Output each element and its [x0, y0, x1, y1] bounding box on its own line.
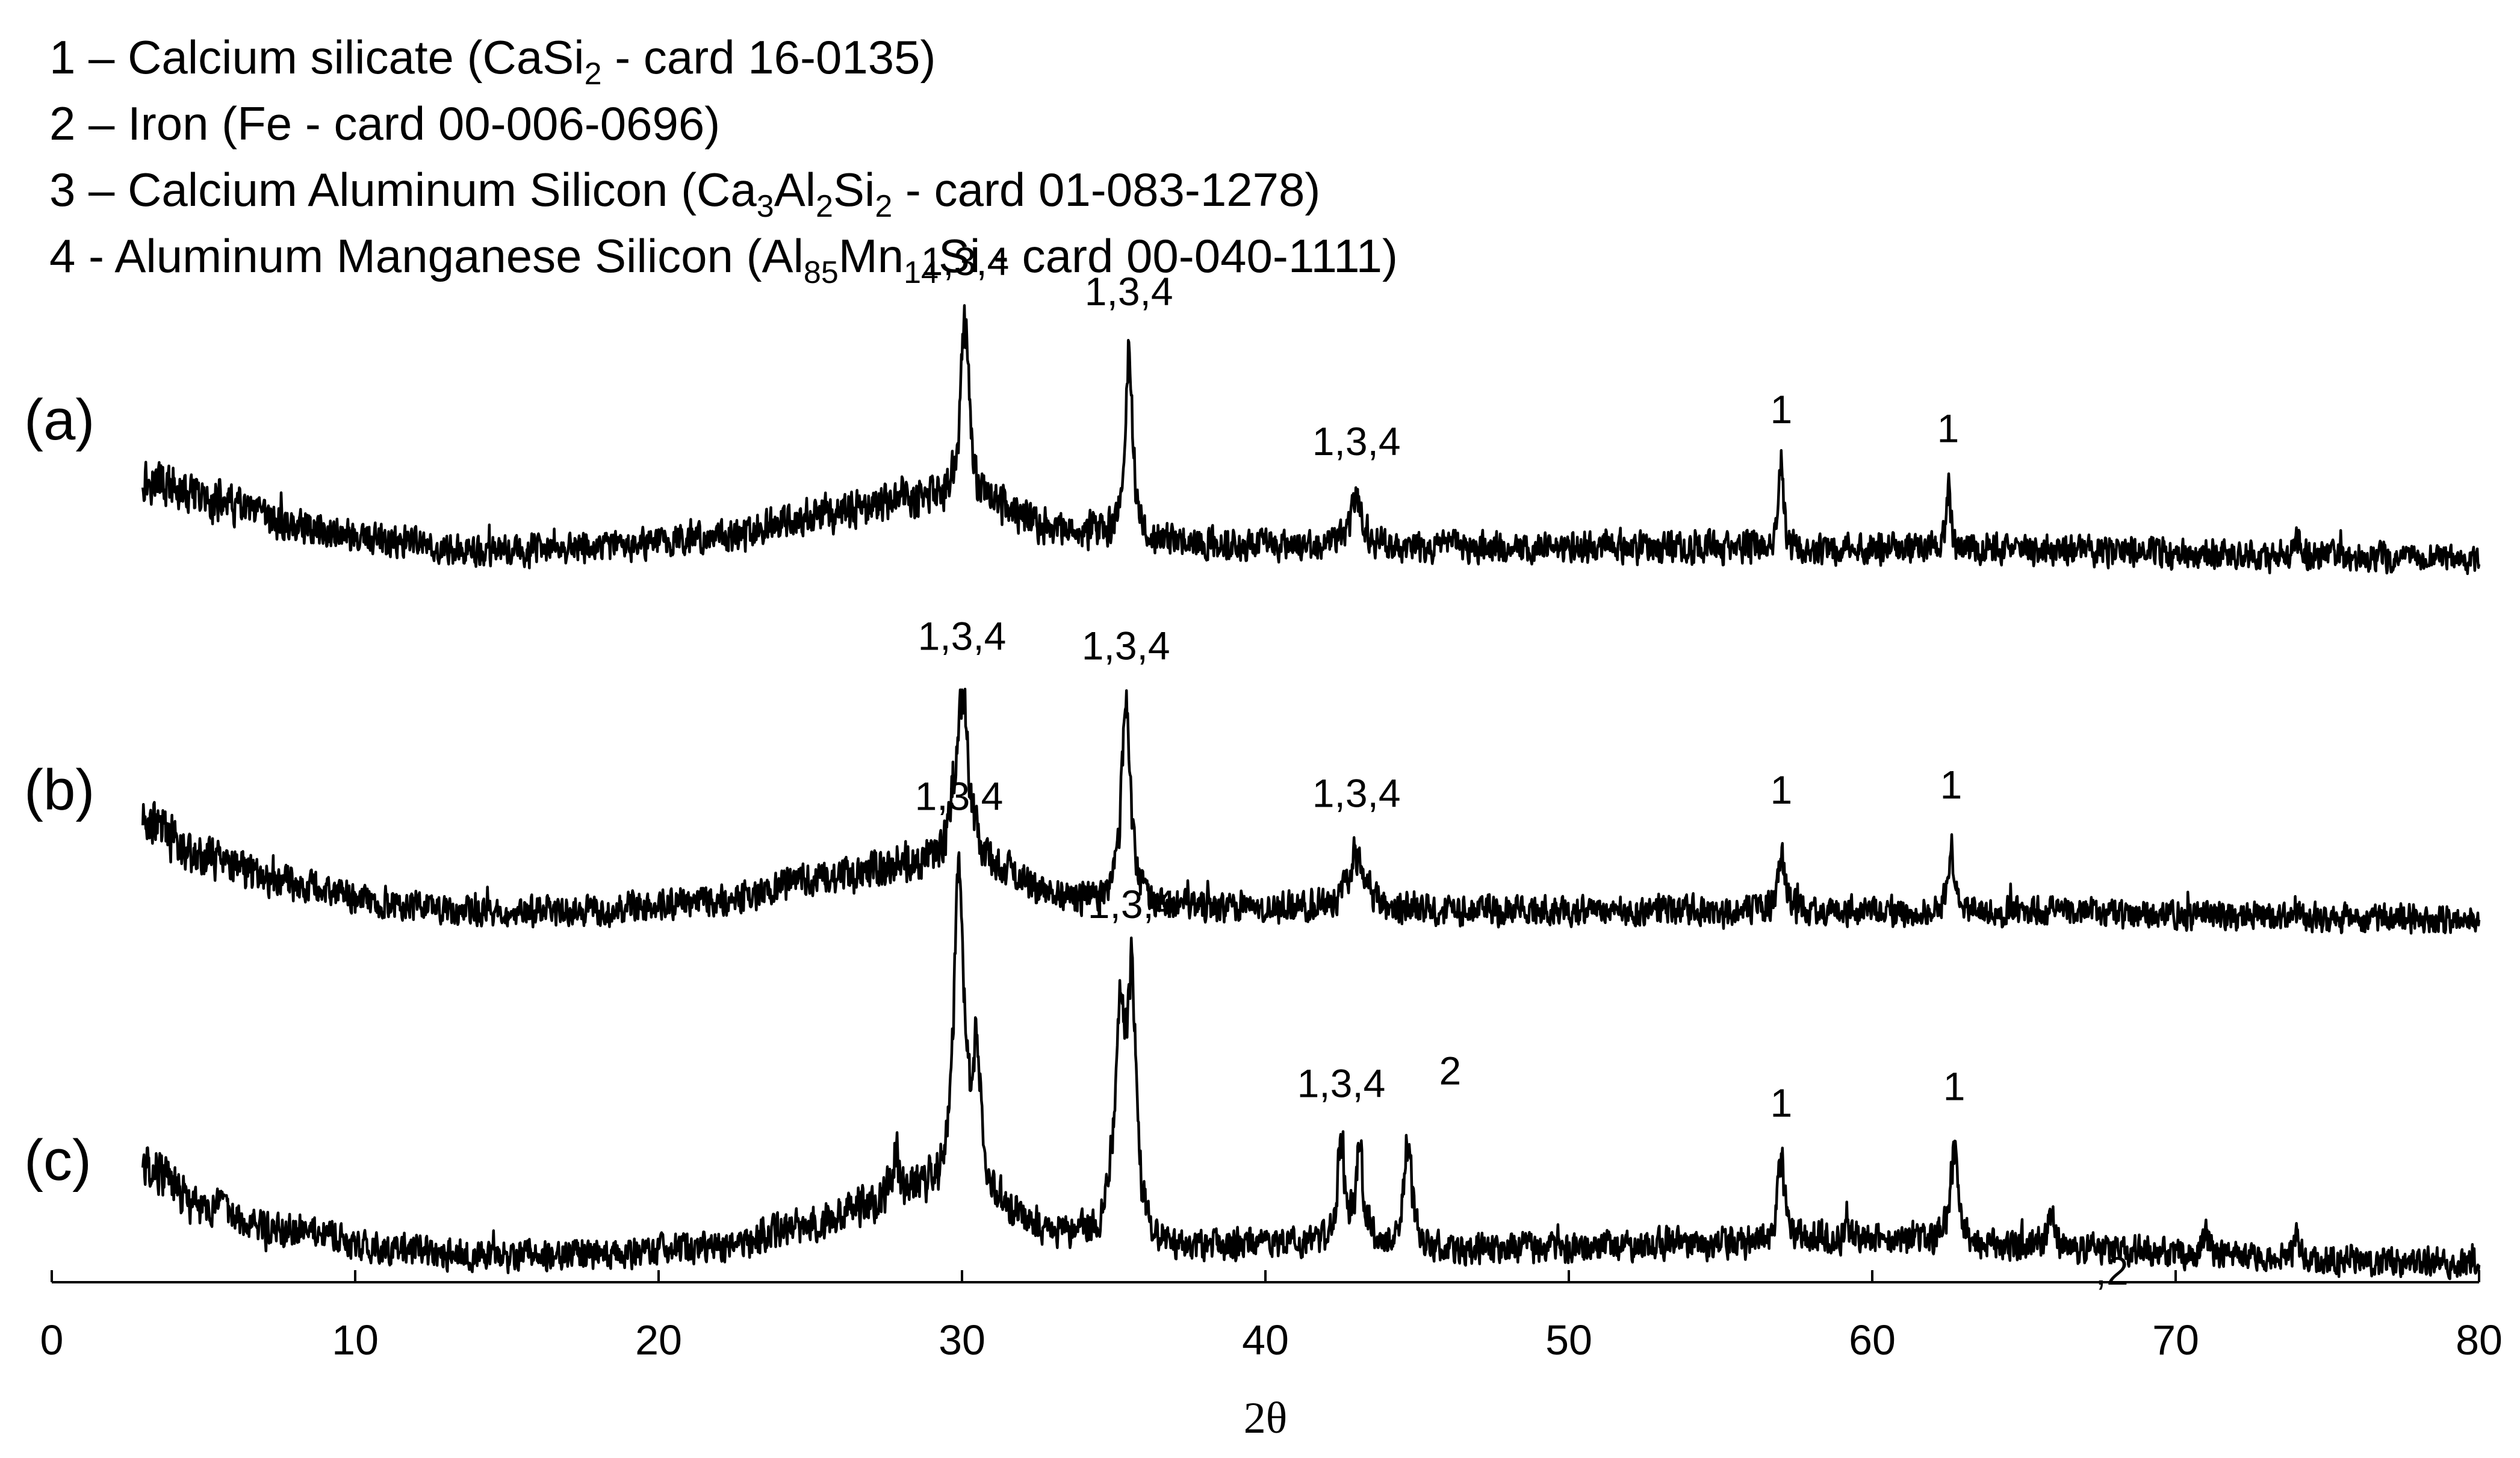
- x-tick-label-4: 40: [1242, 1317, 1289, 1363]
- x-tick-label-5: 50: [1545, 1317, 1592, 1363]
- peak-label-2-5: 1,3,4: [1297, 1061, 1386, 1105]
- peak-label-0-0: 1,3,4: [921, 239, 1010, 284]
- panel-label-2: (c): [24, 1128, 92, 1193]
- peak-label-1-4: 1: [1940, 763, 1963, 807]
- panel-label-1: (b): [24, 758, 95, 822]
- legend-entry-3: 3 – Calcium Aluminum Silicon (Ca3Al2Si2 …: [49, 163, 1320, 224]
- peak-labels: 1,3,4 1,3,4 1,3,4 1 1 1,3,4 1,3,4 1,3,4 1 1 1,3,4 1…: [915, 239, 2129, 1293]
- peak-label-2-8: 1: [1770, 1081, 1792, 1125]
- trace-1: [141, 687, 2481, 935]
- legend-entry-2: 2 – Iron (Fe - card 00-006-0696): [49, 97, 720, 150]
- x-tick-label-6: 60: [1849, 1317, 1896, 1363]
- x-axis-title: 2θ: [1244, 1394, 1287, 1443]
- x-ticks: 0 10 20 30 40 50 60 70 80: [40, 1270, 2503, 1363]
- peak-label-1-1: 1,3,4: [1082, 624, 1170, 668]
- peak-label-2-9: 1: [1943, 1064, 1966, 1109]
- peak-label-1-0: 1,3,4: [918, 614, 1007, 659]
- peak-label-2-7: 2: [1439, 1049, 1462, 1093]
- legend-entry-4: 4 - Aluminum Manganese Silicon (Al85Mn14…: [49, 229, 1398, 290]
- peak-label-0-4: 1: [1937, 406, 1960, 450]
- peak-label-1-2: 1,3,4: [1312, 771, 1401, 816]
- x-tick-label-7: 70: [2152, 1317, 2199, 1363]
- peak-label-0-1: 1,3,4: [1085, 269, 1173, 314]
- phase-legend: 1 – Calcium silicate (CaSi2 - card 16-01…: [49, 31, 1398, 290]
- peak-label-0-2: 1,3,4: [1312, 419, 1401, 464]
- x-axis: 0 10 20 30 40 50 60 70 80 2θ: [40, 1270, 2503, 1443]
- peak-label-1-3: 1: [1770, 768, 1792, 812]
- peak-label-2-4: 1,3,4: [1088, 882, 1176, 926]
- legend-entry-1: 1 – Calcium silicate (CaSi2 - card 16-01…: [49, 31, 936, 92]
- x-tick-label-1: 10: [332, 1317, 379, 1363]
- trace-0: [141, 304, 2481, 575]
- peak-label-2-1: 1,3,4: [915, 774, 1004, 818]
- x-tick-label-0: 0: [40, 1317, 64, 1363]
- peak-label-0-3: 1: [1770, 387, 1792, 432]
- x-tick-label-2: 20: [635, 1317, 682, 1363]
- extra-label-2-0: ,2: [2096, 1249, 2129, 1293]
- diffraction-traces: [141, 304, 2481, 1280]
- x-tick-label-3: 30: [939, 1317, 985, 1363]
- trace-2: [141, 851, 2481, 1280]
- panel-labels: (a) (b) (c): [24, 388, 95, 1193]
- x-tick-label-8: 80: [2456, 1317, 2503, 1363]
- panel-label-0: (a): [24, 388, 95, 452]
